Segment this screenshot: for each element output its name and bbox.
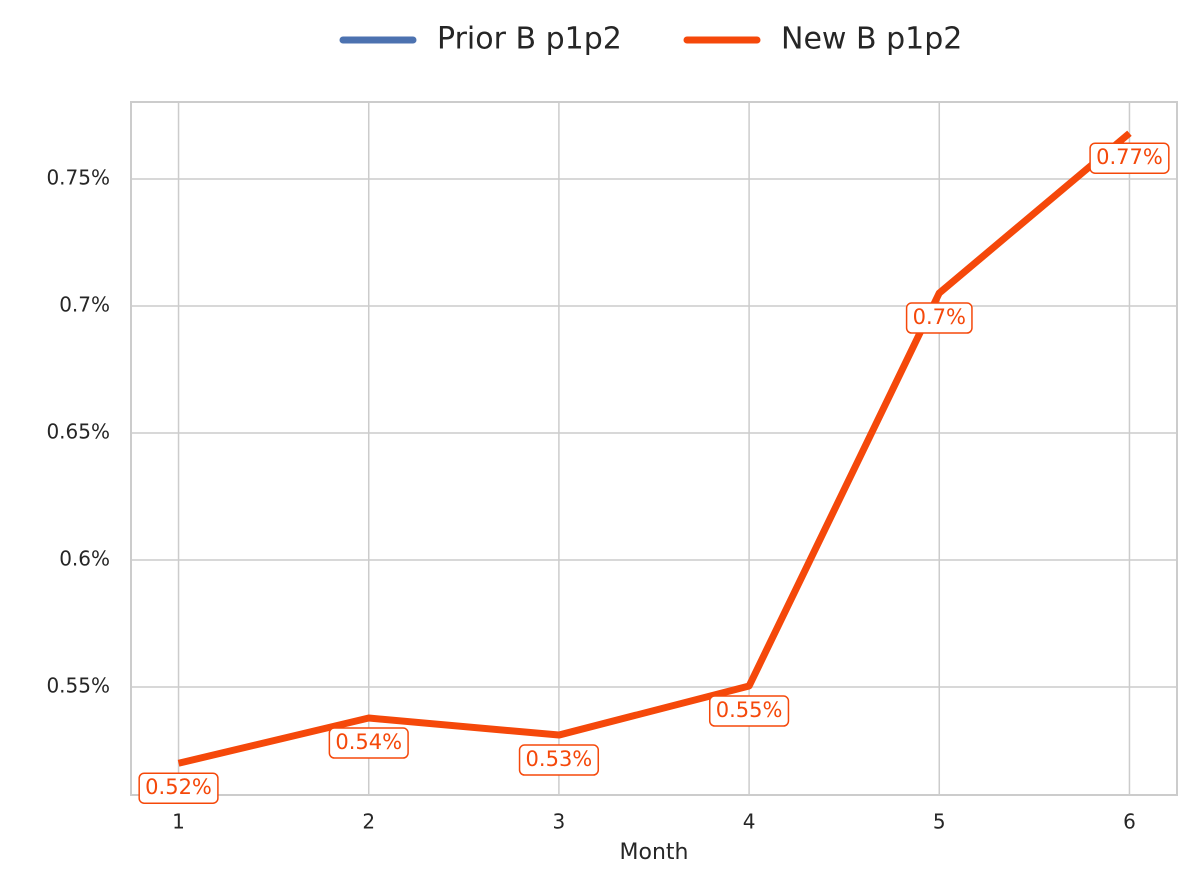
value-label: 0.77% xyxy=(1089,142,1170,174)
plot-frame xyxy=(130,101,1178,796)
value-label-text: 0.54% xyxy=(335,730,402,754)
value-label-box xyxy=(138,772,219,804)
x-tick-label: 1 xyxy=(172,810,185,834)
value-label-box xyxy=(328,727,409,759)
value-label-text: 0.7% xyxy=(913,305,966,329)
value-label-box xyxy=(518,744,600,776)
value-label: 0.55% xyxy=(708,695,790,727)
x-tick-label: 4 xyxy=(743,810,756,834)
data-line xyxy=(177,130,1132,767)
x-tick-label: 5 xyxy=(933,810,946,834)
legend-label: New B p1p2 xyxy=(781,22,962,57)
x-tick-label: 3 xyxy=(553,810,566,834)
value-label: 0.54% xyxy=(328,727,409,759)
y-tick-label: 0.7% xyxy=(59,292,110,316)
value-label-text: 0.52% xyxy=(145,775,212,799)
legend-label: Prior B p1p2 xyxy=(437,22,622,57)
y-tick-label: 0.6% xyxy=(59,547,110,571)
value-label-box xyxy=(905,302,973,334)
x-axis-label: Month xyxy=(620,840,689,865)
value-label: 0.53% xyxy=(518,744,600,776)
y-tick-label: 0.65% xyxy=(46,420,110,444)
x-tick-label: 2 xyxy=(362,810,375,834)
value-label-box xyxy=(1089,142,1170,174)
value-label-text: 0.53% xyxy=(526,747,593,771)
x-tick-label: 6 xyxy=(1123,810,1136,834)
y-tick-label: 0.55% xyxy=(46,674,110,698)
value-label: 0.52% xyxy=(138,772,219,804)
value-label-text: 0.77% xyxy=(1096,145,1163,169)
value-label-text: 0.55% xyxy=(716,698,783,722)
y-tick-label: 0.75% xyxy=(46,165,110,189)
value-label-box xyxy=(708,695,790,727)
value-label: 0.7% xyxy=(905,302,973,334)
